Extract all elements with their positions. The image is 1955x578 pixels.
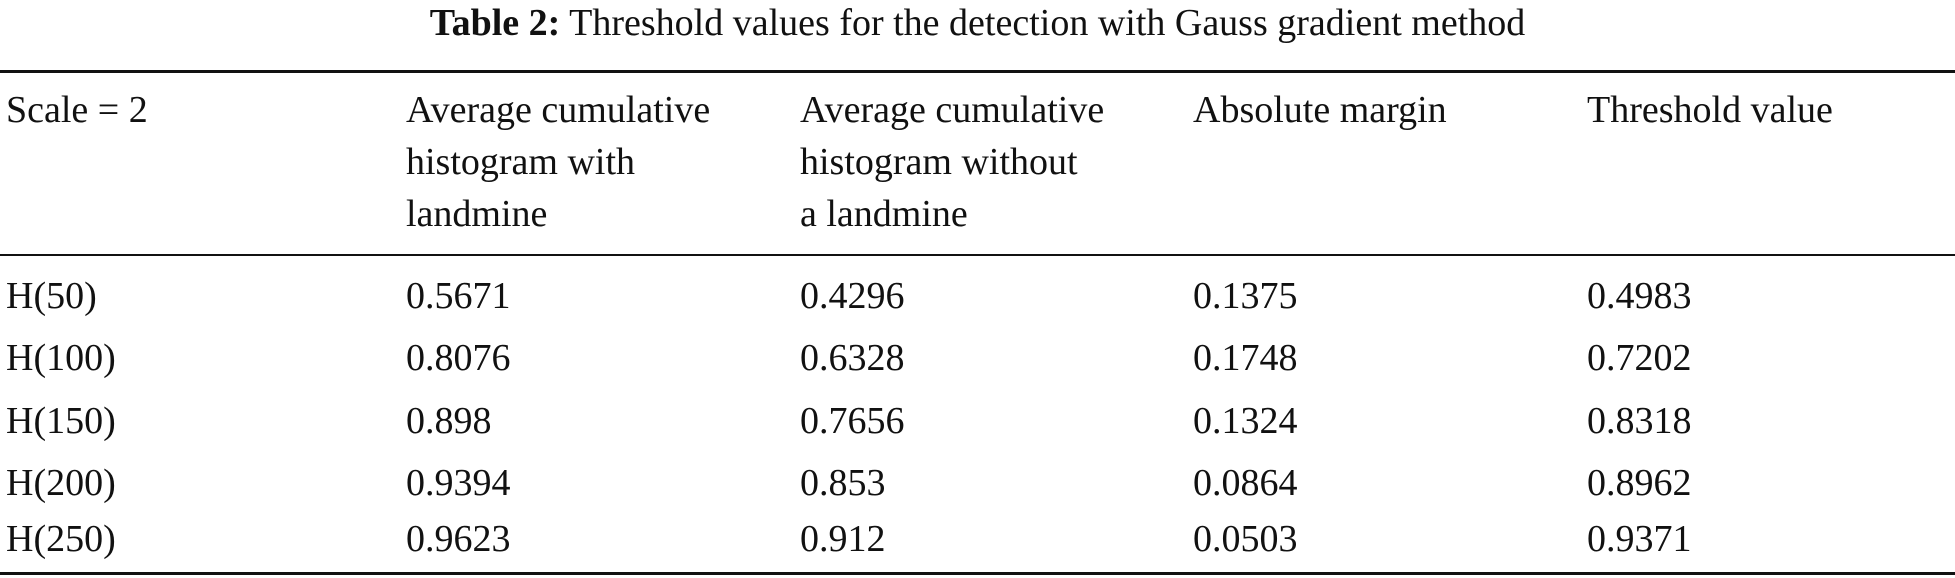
header-absolute-margin: Absolute margin: [1193, 89, 1447, 131]
table-number: Table 2:: [429, 2, 561, 44]
table-bottom-rule: [0, 572, 1955, 575]
table-cell: 0.0864: [1193, 462, 1298, 504]
table-cell: 0.853: [800, 462, 886, 504]
table-caption: Table 2: Threshold values for the detect…: [0, 0, 1955, 46]
table-cell: 0.5671: [406, 275, 511, 317]
table-cell: 0.8962: [1587, 462, 1692, 504]
table-cell: 0.1324: [1193, 400, 1298, 442]
table-cell: 0.8318: [1587, 400, 1692, 442]
table-cell: 0.7202: [1587, 337, 1692, 379]
table-cell: 0.1375: [1193, 275, 1298, 317]
table-cell: 0.9394: [406, 462, 511, 504]
table-cell: 0.898: [406, 400, 492, 442]
header-with-landmine: Average cumulative histogram with landmi…: [406, 89, 711, 235]
table-cell: 0.8076: [406, 337, 511, 379]
table-cell: 0.0503: [1193, 518, 1298, 560]
table-top-rule: [0, 70, 1955, 73]
table-cell: H(200): [6, 462, 116, 504]
table-cell: 0.7656: [800, 400, 905, 442]
table-cell: 0.9371: [1587, 518, 1692, 560]
header-separator-rule: [0, 254, 1955, 256]
table-cell: H(50): [6, 275, 97, 317]
caption-text: Threshold values for the detection with …: [569, 2, 1526, 44]
table-cell: 0.6328: [800, 337, 905, 379]
header-threshold-value: Threshold value: [1587, 89, 1833, 131]
table-cell: 0.1748: [1193, 337, 1298, 379]
header-without-landmine: Average cumulative histogram without a l…: [800, 89, 1105, 235]
table-cell: 0.9623: [406, 518, 511, 560]
table-cell: H(250): [6, 518, 116, 560]
header-scale: Scale = 2: [6, 89, 148, 131]
table-cell: 0.4296: [800, 275, 905, 317]
table-cell: 0.4983: [1587, 275, 1692, 317]
table-cell: 0.912: [800, 518, 886, 560]
table-cell: H(150): [6, 400, 116, 442]
table-cell: H(100): [6, 337, 116, 379]
